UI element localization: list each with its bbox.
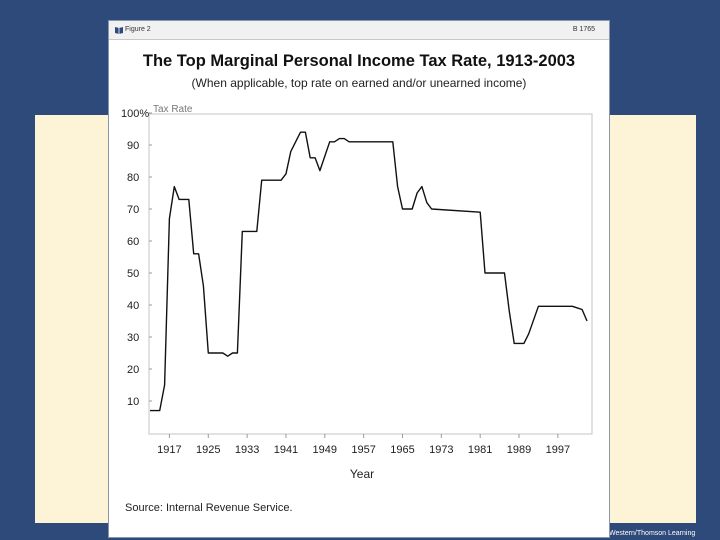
figure-card: Figure 2 B 1765 The Top Marginal Persona… bbox=[108, 20, 610, 538]
source-label: Source bbox=[125, 502, 160, 514]
tax-rate-chart: Tax Rate Year 10 20 30 40 50 60 70 80 90 100% 191… bbox=[109, 21, 609, 537]
y-tick-label: 20 bbox=[127, 364, 139, 376]
x-tick-label: 1933 bbox=[235, 444, 259, 456]
y-tick-label: 60 bbox=[127, 236, 139, 248]
plot-area-frame bbox=[149, 114, 592, 434]
publisher-credit: Western/Thomson Learning bbox=[609, 528, 720, 540]
y-tick-label: 50 bbox=[127, 268, 139, 280]
x-tick-label: 1981 bbox=[468, 444, 492, 456]
y-tick-label: 70 bbox=[127, 204, 139, 216]
x-tick-label: 1917 bbox=[157, 444, 181, 456]
x-tick-label: 1949 bbox=[313, 444, 337, 456]
source-note: Source: Internal Revenue Service. bbox=[125, 502, 293, 514]
y-tick-label: 100% bbox=[121, 108, 149, 120]
y-axis-label: Tax Rate bbox=[153, 104, 193, 115]
y-tick-label: 80 bbox=[127, 172, 139, 184]
y-tick-label: 90 bbox=[127, 140, 139, 152]
x-tick-label: 1957 bbox=[351, 444, 375, 456]
x-axis-label: Year bbox=[350, 467, 374, 481]
x-tick-label: 1973 bbox=[429, 444, 453, 456]
x-tick-label: 1997 bbox=[546, 444, 570, 456]
x-tick-label: 1925 bbox=[196, 444, 220, 456]
y-tick-label: 40 bbox=[127, 300, 139, 312]
y-tick-label: 10 bbox=[127, 396, 139, 408]
x-tick-label: 1989 bbox=[507, 444, 531, 456]
x-tick-label: 1941 bbox=[274, 444, 298, 456]
series-line-top-rate bbox=[150, 132, 587, 410]
source-text: : Internal Revenue Service. bbox=[160, 502, 293, 514]
x-tick-label: 1965 bbox=[390, 444, 414, 456]
y-tick-label: 30 bbox=[127, 332, 139, 344]
